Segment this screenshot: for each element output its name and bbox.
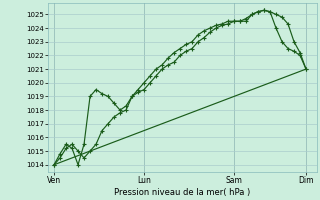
X-axis label: Pression niveau de la mer( hPa ): Pression niveau de la mer( hPa ) [114, 188, 251, 197]
